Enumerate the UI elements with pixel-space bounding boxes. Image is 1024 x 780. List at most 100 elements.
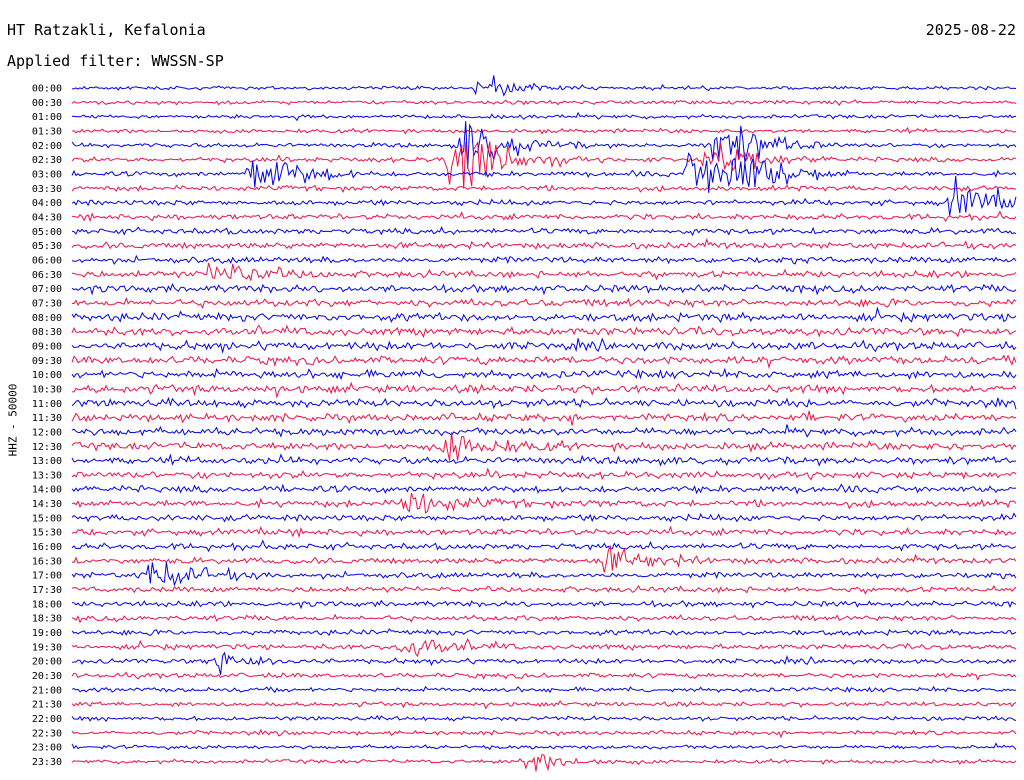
seismic-trace-2000: [71, 651, 1017, 675]
seismic-trace-0200: [71, 121, 1017, 169]
row-time-label: 06:30: [32, 270, 62, 281]
row-time-label: 23:30: [32, 757, 62, 768]
seismic-trace-0800: [71, 306, 1017, 324]
seismic-trace-0300: [71, 152, 1017, 193]
row-time-label: 21:00: [32, 685, 62, 696]
row-time-label: 17:00: [32, 571, 62, 582]
row-time-label: 18:00: [32, 599, 62, 610]
row-time-label: 20:30: [32, 671, 62, 682]
row-time-label: 07:30: [32, 298, 62, 309]
seismic-trace-2230: [71, 728, 1017, 739]
row-time-label: 19:30: [32, 642, 62, 653]
seismic-trace-2330: [71, 753, 1017, 772]
seismic-trace-0830: [71, 324, 1017, 339]
seismic-trace-1600: [71, 539, 1017, 553]
seismic-trace-0130: [71, 126, 1017, 135]
seismic-trace-0230: [71, 140, 1017, 189]
row-time-label: 23:00: [32, 743, 62, 754]
row-time-label: 00:30: [32, 98, 62, 109]
seismic-trace-0030: [71, 99, 1017, 107]
seismic-trace-0700: [71, 282, 1017, 296]
row-time-label: 17:30: [32, 585, 62, 596]
seismic-trace-1330: [71, 467, 1017, 481]
seismic-trace-1200: [71, 424, 1017, 438]
row-time-label: 15:00: [32, 513, 62, 524]
row-time-label: 03:00: [32, 169, 62, 180]
seismic-trace-1400: [71, 483, 1017, 495]
seismic-trace-1230: [71, 432, 1017, 461]
row-time-label: 18:30: [32, 614, 62, 625]
row-time-label: 10:00: [32, 370, 62, 381]
seismic-trace-0930: [71, 354, 1017, 370]
row-time-label: 21:30: [32, 700, 62, 711]
seismic-trace-0100: [71, 111, 1017, 122]
row-time-label: 02:00: [32, 141, 62, 152]
row-time-label: 15:30: [32, 528, 62, 539]
seismic-trace-1530: [71, 525, 1017, 539]
seismic-trace-0400: [71, 175, 1017, 216]
row-time-label: 16:00: [32, 542, 62, 553]
seismic-trace-2100: [71, 685, 1017, 694]
seismic-trace-1030: [71, 381, 1017, 399]
row-time-label: 07:00: [32, 284, 62, 295]
seismic-trace-0000: [71, 75, 1017, 97]
row-time-label: 04:00: [32, 198, 62, 209]
row-time-label: 10:30: [32, 384, 62, 395]
filter-label: Applied filter: WWSSN-SP: [7, 52, 224, 70]
seismic-trace-1300: [71, 453, 1017, 467]
row-time-label: 03:30: [32, 184, 62, 195]
seismic-trace-1930: [71, 637, 1017, 658]
record-date: 2025-08-22: [925, 21, 1016, 39]
row-time-label: 14:00: [32, 485, 62, 496]
row-time-label: 14:30: [32, 499, 62, 510]
seismic-trace-0900: [71, 337, 1017, 354]
seismic-trace-1900: [71, 628, 1017, 637]
seismic-trace-1630: [71, 545, 1017, 573]
row-time-label: 06:00: [32, 255, 62, 266]
station-title: HT Ratzakli, Kefalonia: [7, 21, 206, 39]
row-time-label: 05:30: [32, 241, 62, 252]
seismic-trace-0600: [71, 254, 1017, 265]
row-time-label: 19:00: [32, 628, 62, 639]
row-time-label: 20:00: [32, 657, 62, 668]
row-time-label: 04:30: [32, 212, 62, 223]
row-time-label: 22:30: [32, 728, 62, 739]
row-time-label: 08:00: [32, 313, 62, 324]
seismic-trace-2030: [71, 671, 1017, 681]
row-time-label: 16:30: [32, 556, 62, 567]
seismic-trace-1830: [71, 613, 1017, 624]
row-time-label: 13:30: [32, 470, 62, 481]
seismic-trace-0730: [71, 296, 1017, 309]
row-time-label: 12:00: [32, 427, 62, 438]
seismic-trace-2200: [71, 714, 1017, 723]
seismic-trace-0630: [71, 262, 1017, 282]
seismic-trace-2300: [71, 742, 1017, 751]
row-time-label: 09:30: [32, 356, 62, 367]
seismic-trace-1000: [71, 367, 1017, 381]
row-time-label: 11:30: [32, 413, 62, 424]
seismic-trace-1700: [71, 562, 1017, 587]
row-time-label: 02:30: [32, 155, 62, 166]
seismic-trace-0430: [71, 210, 1017, 223]
row-time-label: 00:00: [32, 84, 62, 95]
row-time-label: 01:30: [32, 126, 62, 137]
seismic-trace-0500: [71, 226, 1017, 237]
row-time-label: 01:00: [32, 112, 62, 123]
row-time-label: 05:00: [32, 227, 62, 238]
row-time-label: 12:30: [32, 442, 62, 453]
row-time-label: 11:00: [32, 399, 62, 410]
seismic-trace-1800: [71, 599, 1017, 610]
row-time-label: 22:00: [32, 714, 62, 725]
row-time-label: 08:30: [32, 327, 62, 338]
seismic-trace-1730: [71, 584, 1017, 595]
seismic-trace-1130: [71, 410, 1017, 426]
seismic-trace-2130: [71, 700, 1017, 710]
seismic-trace-1500: [71, 512, 1017, 523]
seismic-trace-0530: [71, 237, 1017, 251]
seismic-trace-1100: [71, 396, 1017, 410]
row-time-label: 13:00: [32, 456, 62, 467]
row-time-label: 09:00: [32, 341, 62, 352]
seismic-trace-0330: [71, 184, 1017, 193]
seismic-trace-1430: [71, 492, 1017, 514]
